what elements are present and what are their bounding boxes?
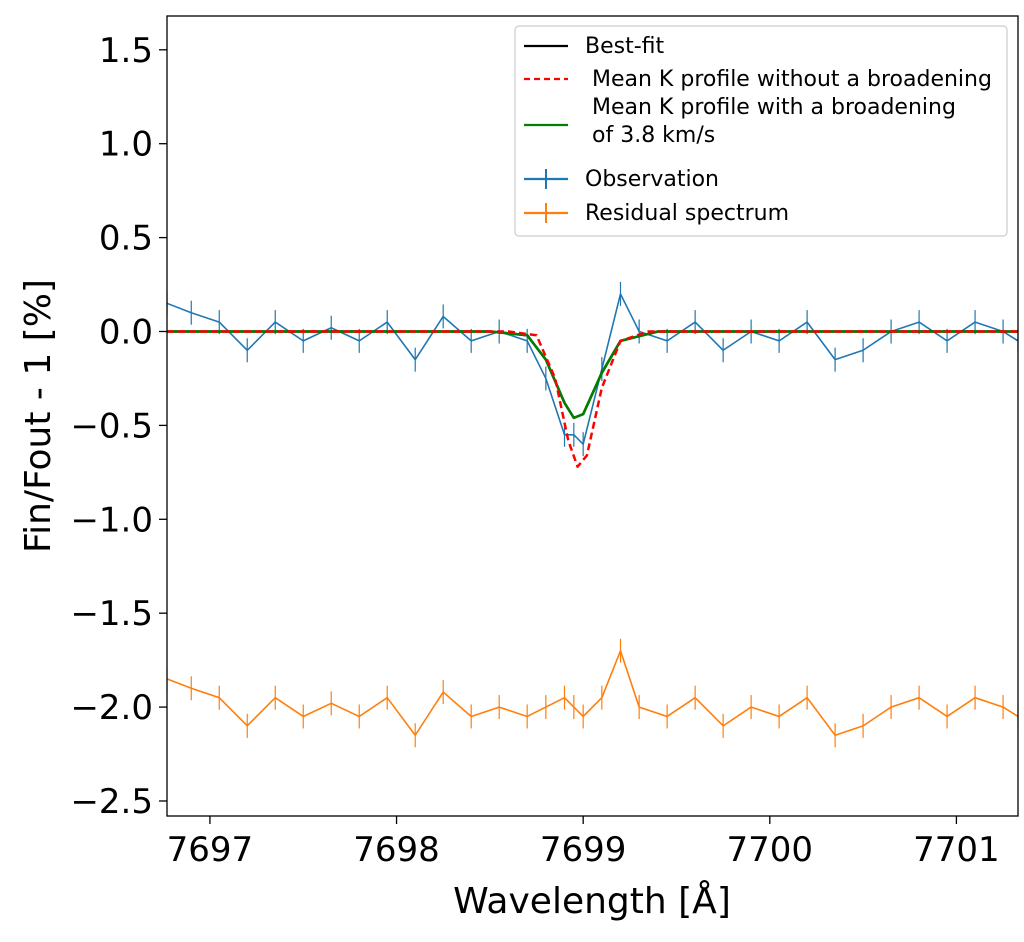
legend-label: Mean K profile with a broadening of 3.8 k… (592, 95, 956, 148)
y-tick-label: 1.5 (99, 31, 153, 71)
y-tick-label: −0.5 (70, 406, 153, 446)
x-tick-label: 7697 (167, 830, 254, 870)
x-tick-label: 7699 (540, 830, 627, 870)
y-tick-label: −1.5 (70, 594, 153, 634)
legend-label: Best-fit (585, 34, 665, 59)
x-axis: 7697 7698 7699 7700 7701 (167, 816, 1000, 870)
y-tick-label: −2.5 (70, 782, 153, 822)
y-tick-label: 0.5 (99, 219, 153, 259)
y-axis-label: Fin/Fout - 1 [%] (18, 279, 59, 553)
y-tick-label: −2.0 (70, 688, 153, 728)
legend-frame (514, 25, 1008, 237)
y-tick-label: −1.0 (70, 500, 153, 540)
legend-label: Mean K profile without a broadening (592, 67, 992, 92)
y-tick-label: 0.0 (99, 312, 153, 352)
series-line-1 (167, 330, 1018, 468)
legend-label: Residual spectrum (585, 201, 789, 226)
plot-frame (166, 15, 1019, 817)
x-tick-label: 7698 (353, 830, 440, 870)
y-tick-label: 1.0 (99, 125, 153, 165)
x-tick-label: 7700 (727, 830, 814, 870)
legend-label: Observation (585, 167, 719, 192)
x-axis-label: Wavelength [Å] (453, 879, 731, 922)
y-axis: 1.5 1.0 0.5 0.0 −0.5 −1.0 −1.5 −2.0 −2.5 (70, 31, 167, 822)
plot-area (167, 281, 1018, 748)
x-tick-label: 7701 (913, 830, 1000, 870)
legend: Best-fit Mean K profile without a broaden… (514, 25, 1008, 237)
